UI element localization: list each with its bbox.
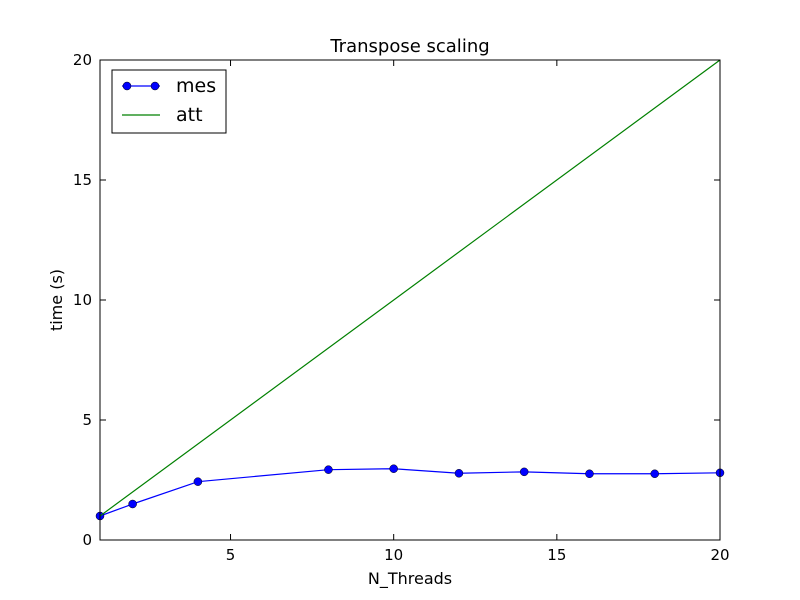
series-mes-point [128, 499, 137, 509]
y-tick-label: 0 [82, 531, 92, 549]
series-mes-point [519, 467, 529, 477]
legend-box [111, 69, 227, 134]
legend-mes-marker [122, 81, 132, 91]
legend-mes-marker [150, 81, 160, 91]
x-tick-label: 15 [547, 546, 566, 564]
legend: mes att [111, 69, 227, 134]
legend-mes-label: mes [176, 75, 216, 97]
y-tick-label: 20 [73, 51, 92, 69]
series-mes-point [324, 465, 333, 474]
series-mes-point [585, 469, 594, 479]
chart-title: Transpose scaling [329, 36, 489, 57]
x-axis-label: N_Threads [368, 569, 452, 589]
y-tick-label: 10 [73, 291, 92, 309]
series-mes-point [389, 464, 398, 473]
y-axis-label: time (s) [47, 269, 66, 331]
series-mes-point [193, 477, 203, 486]
series-mes-point [454, 469, 464, 478]
x-tick-label: 10 [384, 546, 403, 564]
y-tick-label: 5 [82, 411, 92, 429]
x-tick-label: 5 [226, 546, 236, 564]
series-att-line [99, 59, 721, 517]
series-mes-point [650, 469, 659, 479]
series-mes-line [99, 468, 721, 517]
x-tick-label: 20 [710, 546, 729, 564]
y-tick-label: 15 [73, 171, 92, 189]
legend-att-label: att [176, 104, 203, 126]
